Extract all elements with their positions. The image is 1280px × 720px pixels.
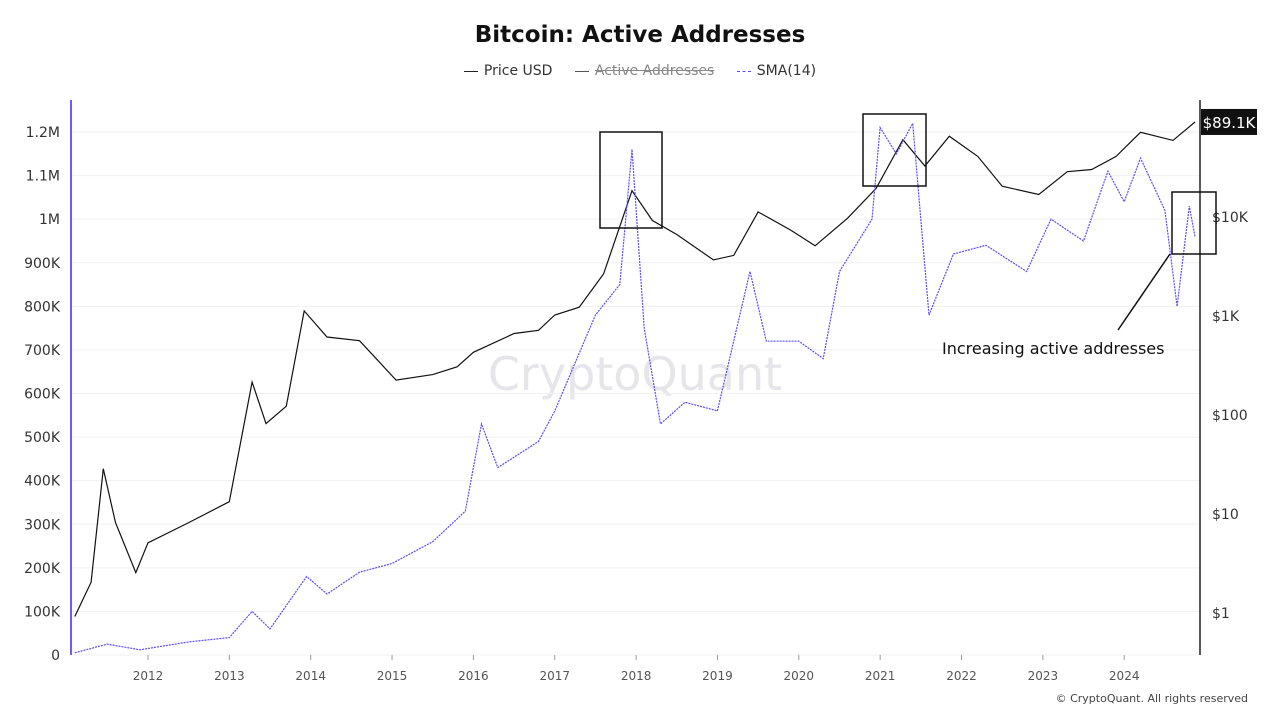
left-tick-label: 100K <box>24 604 61 620</box>
legend-item-active-addresses[interactable]: Active Addresses <box>574 63 715 79</box>
x-tick-label: 2019 <box>702 669 733 683</box>
left-tick-label: 300K <box>24 517 61 533</box>
left-tick-label: 1M <box>39 212 60 228</box>
left-tick-label: 900K <box>24 256 61 272</box>
left-tick-label: 1.2M <box>26 125 60 141</box>
right-tick-label: $1K <box>1212 309 1240 325</box>
annotation-text: Increasing active addresses <box>942 339 1164 358</box>
x-tick-label: 2015 <box>377 669 408 683</box>
left-tick-label: 0 <box>51 648 60 664</box>
x-tick-label: 2023 <box>1028 669 1059 683</box>
x-tick-label: 2013 <box>214 669 245 683</box>
x-tick-label: 2018 <box>621 669 652 683</box>
legend-label: Price USD <box>483 63 553 79</box>
watermark: CryptoQuant <box>488 347 782 401</box>
x-tick-label: 2021 <box>865 669 896 683</box>
x-tick-label: 2024 <box>1109 669 1140 683</box>
annotation-arrow <box>1117 253 1171 331</box>
left-tick-label: 400K <box>24 474 61 490</box>
legend-item-sma[interactable]: SMA(14) <box>736 63 817 79</box>
left-tick-label: 800K <box>24 299 61 315</box>
left-tick-label: 600K <box>24 387 61 403</box>
legend-label: SMA(14) <box>756 63 817 79</box>
right-tick-label: $100 <box>1212 408 1248 424</box>
left-tick-label: 700K <box>24 343 61 359</box>
legend-swatch <box>463 70 478 72</box>
left-tick-label: 200K <box>24 561 61 577</box>
x-tick-label: 2014 <box>295 669 326 683</box>
copyright: © CryptoQuant. All rights reserved <box>1055 692 1248 705</box>
highlight-box-2021 <box>862 113 927 187</box>
highlight-box-2018 <box>599 131 663 229</box>
legend-label: Active Addresses <box>594 63 715 79</box>
highlight-box-2024 <box>1171 191 1217 255</box>
current-price-label: $89.1K <box>1203 114 1257 132</box>
legend-item-price[interactable]: Price USD <box>463 63 553 79</box>
x-tick-label: 2020 <box>784 669 815 683</box>
price-usd-line <box>74 121 1196 617</box>
x-tick-label: 2016 <box>458 669 489 683</box>
legend-swatch <box>736 70 751 72</box>
sma-14-line <box>74 121 1196 654</box>
left-tick-label: 1.1M <box>26 169 60 185</box>
right-tick-label: $10K <box>1212 210 1249 226</box>
current-price-badge <box>1201 108 1257 135</box>
legend: Price USD Active Addresses SMA(14) <box>0 63 1280 79</box>
legend-swatch <box>574 70 589 72</box>
right-tick-label: $1 <box>1212 606 1230 622</box>
x-tick-label: 2012 <box>133 669 164 683</box>
right-tick-label: $10 <box>1212 507 1239 523</box>
left-tick-label: 500K <box>24 430 61 446</box>
x-tick-label: 2017 <box>539 669 570 683</box>
chart-title: Bitcoin: Active Addresses <box>474 22 806 48</box>
x-tick-label: 2022 <box>946 669 977 683</box>
